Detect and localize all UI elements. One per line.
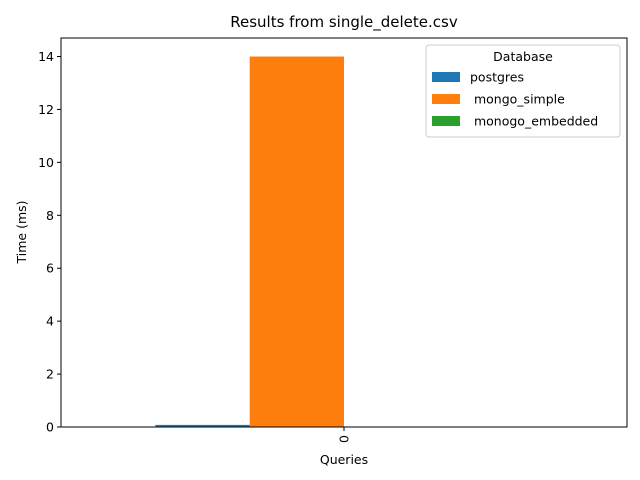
y-tick-label: 0 xyxy=(46,420,54,435)
y-axis-label: Time (ms) xyxy=(14,200,29,264)
y-tick-label: 8 xyxy=(46,208,54,223)
x-axis-ticks: 0 xyxy=(337,427,352,443)
legend-title: Database xyxy=(493,49,553,64)
legend-box xyxy=(425,44,621,138)
chart-title: Results from single_delete.csv xyxy=(230,13,458,32)
bar-0-0 xyxy=(155,424,250,427)
y-tick-label: 4 xyxy=(46,314,54,329)
plot-frame xyxy=(60,37,628,428)
legend-label-2: monogo_embedded xyxy=(470,114,598,129)
legend-label-1: mongo_simple xyxy=(470,92,565,107)
legend-swatch-2 xyxy=(432,116,460,126)
y-tick-label: 10 xyxy=(38,155,54,170)
bars xyxy=(155,56,344,428)
legend-swatch-0 xyxy=(432,72,460,82)
legend-label-0: postgres xyxy=(470,70,524,85)
legend-swatch-1 xyxy=(432,94,460,104)
legend: Database postgres mongo_simple monogo_em… xyxy=(425,44,621,138)
bar-1-0 xyxy=(249,56,344,428)
y-tick-label: 14 xyxy=(38,49,54,64)
y-tick-label: 2 xyxy=(46,367,54,382)
x-tick-label: 0 xyxy=(337,435,352,443)
y-tick-label: 6 xyxy=(46,261,54,276)
y-tick-label: 12 xyxy=(38,102,54,117)
x-axis-label: Queries xyxy=(320,452,368,467)
y-axis-ticks: 0 2 4 6 8 10 12 14 xyxy=(38,49,61,435)
